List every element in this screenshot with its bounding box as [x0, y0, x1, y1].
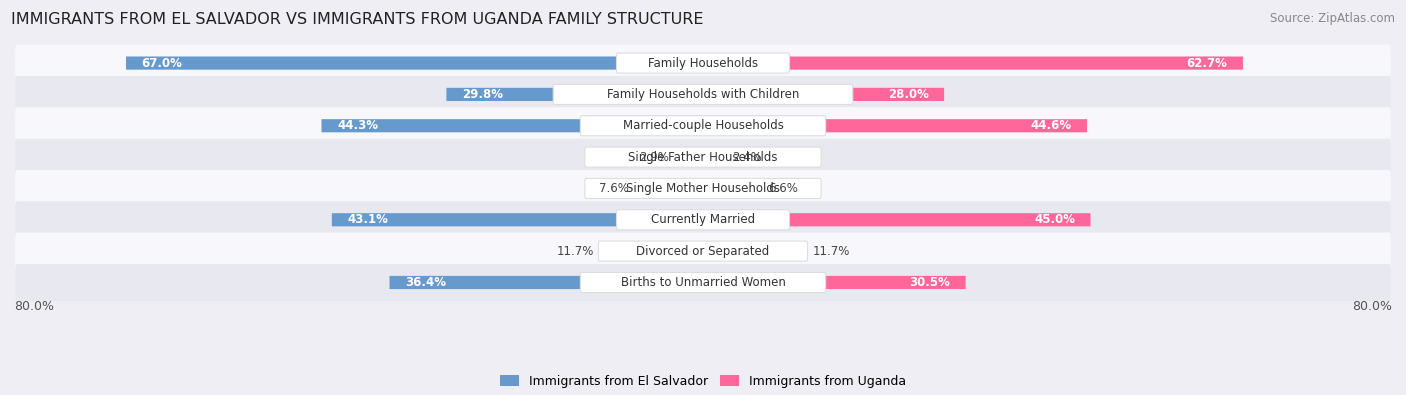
- Text: 43.1%: 43.1%: [347, 213, 388, 226]
- FancyBboxPatch shape: [616, 53, 790, 73]
- FancyBboxPatch shape: [332, 213, 703, 226]
- Text: Single Father Households: Single Father Households: [628, 150, 778, 164]
- Text: 2.4%: 2.4%: [733, 150, 762, 164]
- Text: 11.7%: 11.7%: [813, 245, 849, 258]
- Text: 67.0%: 67.0%: [142, 56, 183, 70]
- Text: Currently Married: Currently Married: [651, 213, 755, 226]
- Text: 80.0%: 80.0%: [14, 299, 53, 312]
- FancyBboxPatch shape: [599, 241, 807, 261]
- Text: Single Mother Households: Single Mother Households: [626, 182, 780, 195]
- FancyBboxPatch shape: [581, 116, 825, 136]
- Text: Births to Unmarried Women: Births to Unmarried Women: [620, 276, 786, 289]
- FancyBboxPatch shape: [15, 264, 1391, 301]
- Text: Divorced or Separated: Divorced or Separated: [637, 245, 769, 258]
- FancyBboxPatch shape: [15, 233, 1391, 270]
- FancyBboxPatch shape: [703, 213, 1091, 226]
- FancyBboxPatch shape: [15, 76, 1391, 113]
- FancyBboxPatch shape: [703, 119, 1087, 132]
- Text: 29.8%: 29.8%: [461, 88, 503, 101]
- Text: 7.6%: 7.6%: [599, 182, 628, 195]
- FancyBboxPatch shape: [15, 139, 1391, 176]
- FancyBboxPatch shape: [446, 88, 703, 101]
- Text: Married-couple Households: Married-couple Households: [623, 119, 783, 132]
- Text: 36.4%: 36.4%: [405, 276, 446, 289]
- FancyBboxPatch shape: [15, 45, 1391, 82]
- FancyBboxPatch shape: [15, 170, 1391, 207]
- Text: 2.9%: 2.9%: [640, 150, 669, 164]
- Text: 45.0%: 45.0%: [1033, 213, 1076, 226]
- FancyBboxPatch shape: [703, 245, 804, 258]
- FancyBboxPatch shape: [616, 210, 790, 230]
- FancyBboxPatch shape: [703, 276, 966, 289]
- Text: IMMIGRANTS FROM EL SALVADOR VS IMMIGRANTS FROM UGANDA FAMILY STRUCTURE: IMMIGRANTS FROM EL SALVADOR VS IMMIGRANT…: [11, 12, 704, 27]
- FancyBboxPatch shape: [602, 245, 703, 258]
- FancyBboxPatch shape: [703, 88, 945, 101]
- Text: 28.0%: 28.0%: [887, 88, 928, 101]
- Text: Source: ZipAtlas.com: Source: ZipAtlas.com: [1270, 12, 1395, 25]
- Text: 11.7%: 11.7%: [557, 245, 593, 258]
- Text: 80.0%: 80.0%: [1353, 299, 1392, 312]
- FancyBboxPatch shape: [15, 107, 1391, 144]
- Text: 62.7%: 62.7%: [1187, 56, 1227, 70]
- FancyBboxPatch shape: [389, 276, 703, 289]
- FancyBboxPatch shape: [585, 179, 821, 198]
- FancyBboxPatch shape: [127, 56, 703, 70]
- FancyBboxPatch shape: [703, 182, 759, 195]
- Text: 30.5%: 30.5%: [910, 276, 950, 289]
- FancyBboxPatch shape: [581, 273, 825, 292]
- FancyBboxPatch shape: [585, 147, 821, 167]
- Text: Family Households: Family Households: [648, 56, 758, 70]
- Text: 6.6%: 6.6%: [769, 182, 799, 195]
- FancyBboxPatch shape: [322, 119, 703, 132]
- FancyBboxPatch shape: [15, 201, 1391, 238]
- FancyBboxPatch shape: [703, 150, 724, 164]
- Text: Family Households with Children: Family Households with Children: [607, 88, 799, 101]
- FancyBboxPatch shape: [553, 85, 853, 104]
- FancyBboxPatch shape: [703, 56, 1243, 70]
- Legend: Immigrants from El Salvador, Immigrants from Uganda: Immigrants from El Salvador, Immigrants …: [495, 370, 911, 393]
- FancyBboxPatch shape: [637, 182, 703, 195]
- Text: 44.6%: 44.6%: [1031, 119, 1071, 132]
- Text: 44.3%: 44.3%: [337, 119, 378, 132]
- FancyBboxPatch shape: [678, 150, 703, 164]
